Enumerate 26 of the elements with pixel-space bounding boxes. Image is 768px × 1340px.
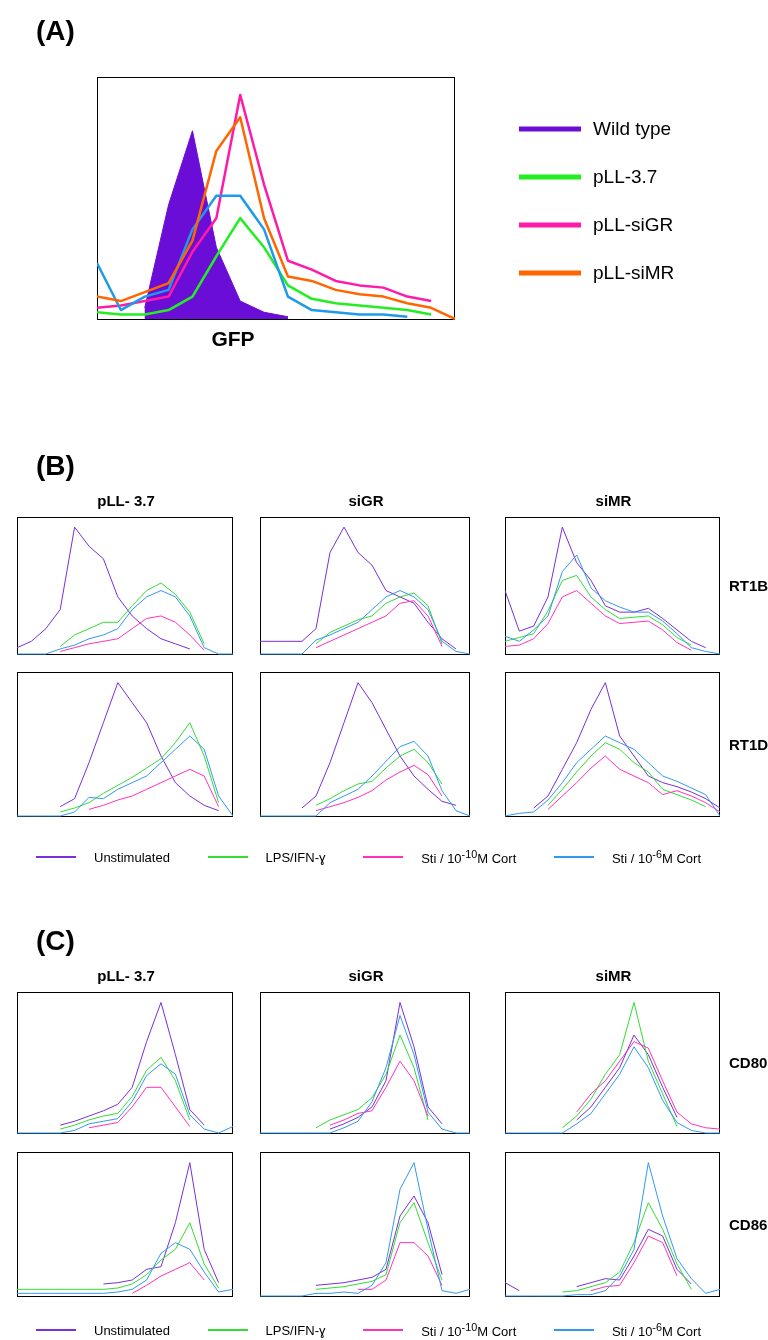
legend-label: pLL-siMR — [593, 262, 675, 284]
chart-title: siGR — [348, 492, 384, 509]
legend-label: LPS/IFN-ɣ — [265, 1322, 326, 1338]
text: (C) — [36, 925, 75, 956]
y2-axis-title: CD86 — [729, 1215, 768, 1233]
legend-label: Wild type — [593, 118, 672, 140]
legend-label: Unstimulated — [94, 1322, 170, 1338]
y2-axis-title: CD80 — [729, 1054, 768, 1071]
legend-label: Sti / 10$^{-10}$M Cort — [421, 1321, 517, 1340]
y2-axis-title: RT1B — [729, 577, 768, 594]
chart-title: siMR — [595, 492, 632, 509]
legend-label: Unstimulated — [94, 849, 170, 865]
y2-axis-title: RT1D — [729, 735, 768, 753]
chart-title: siGR — [348, 967, 384, 984]
legend-label: Sti / 10$^{-6}$M Cort — [611, 848, 701, 867]
legend-label: LPS/IFN-ɣ — [265, 849, 326, 865]
legend-label: Sti / 10$^{-6}$M Cort — [611, 1321, 701, 1340]
x-axis-title: GFP — [211, 327, 255, 350]
legend-label: pLL-siGR — [593, 214, 674, 236]
text: (B) — [36, 450, 75, 481]
chart-title: siMR — [595, 967, 632, 984]
chart-title: pLL- 3.7 — [97, 967, 155, 984]
text: (A) — [36, 15, 75, 46]
chart-title: pLL- 3.7 — [97, 492, 155, 509]
legend-label: pLL-3.7 — [593, 166, 658, 188]
legend-label: Sti / 10$^{-10}$M Cort — [421, 848, 517, 867]
